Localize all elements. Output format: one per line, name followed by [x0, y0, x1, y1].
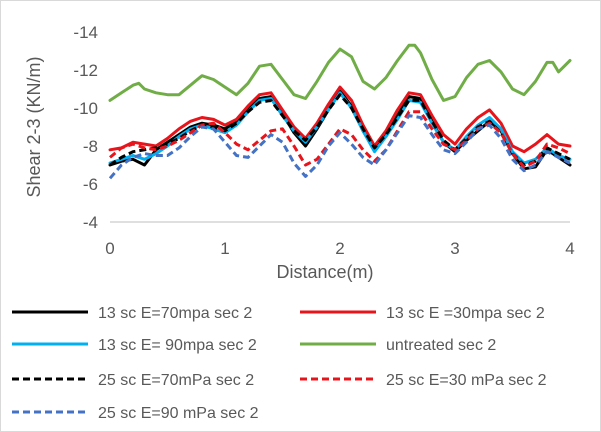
y-tick-label: -10 [73, 99, 98, 118]
x-tick-label: 0 [105, 239, 114, 258]
legend-label: 25 sc E=30 mPa sec 2 [386, 372, 547, 389]
legend-label: 13 sc E =30mpa sec 2 [386, 305, 545, 322]
y-tick-label: -14 [73, 23, 98, 42]
series-line-1 [108, 89, 572, 171]
x-tick-label: 4 [565, 239, 574, 258]
plot-axes: -4 -6 -8 -10 -12 -14 0 1 2 3 4 Distance(m) Shear 2-3… [24, 23, 575, 282]
series-line-2 [108, 85, 572, 154]
legend-label: 13 sc E= 90mpa sec 2 [98, 337, 257, 354]
y-tick-label: -6 [83, 175, 98, 194]
series-line-7 [108, 114, 571, 180]
legend-label: 25 sc E=90 mPa sec 2 [98, 405, 259, 422]
x-axis-title: Distance(m) [276, 262, 373, 282]
y-tick-label: -8 [83, 137, 98, 156]
y-tick-label: -4 [83, 213, 98, 232]
legend-label: 25 sc E=70mPa sec 2 [98, 372, 254, 389]
legend-label: untreated sec 2 [386, 337, 496, 354]
x-tick-label: 3 [450, 239, 459, 258]
legend-label: 13 sc E=70mpa sec 2 [98, 305, 252, 322]
plot-area [108, 43, 572, 180]
legend: 13 sc E=70mpa sec 2 13 sc E =30mpa sec 2 1… [12, 305, 547, 422]
x-tick-label: 1 [220, 239, 229, 258]
series-line-6 [109, 110, 571, 169]
y-axis-title: Shear 2-3 (KN/m) [24, 56, 44, 197]
x-tick-label: 2 [335, 239, 344, 258]
series-line-3 [108, 91, 572, 165]
series-line-4 [108, 43, 572, 102]
y-tick-label: -12 [73, 61, 98, 80]
series-line-5 [109, 93, 571, 167]
